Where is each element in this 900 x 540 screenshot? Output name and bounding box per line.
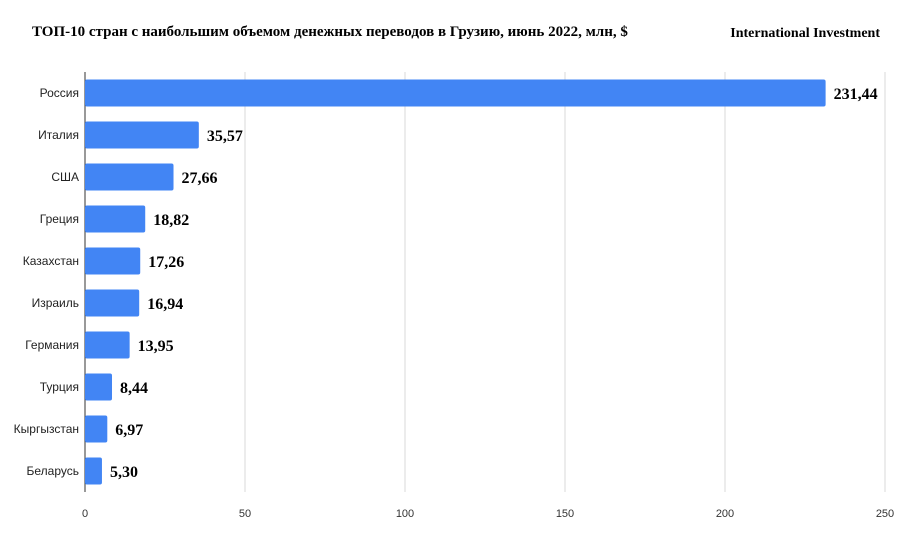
category-label: Израиль [32,296,79,310]
x-tick-label: 0 [82,508,88,520]
bar [85,457,102,485]
category-label: США [51,170,79,184]
bar [85,289,140,317]
category-label: Казахстан [23,254,79,268]
bar [85,415,108,443]
x-tick-label: 150 [556,508,574,520]
bar [85,79,826,107]
category-label: Германия [25,338,79,352]
data-label: 13,95 [138,338,174,355]
category-label: Турция [40,380,79,394]
chart-title: ТОП-10 стран с наибольшим объемом денежн… [32,24,628,40]
category-label: Италия [38,128,79,142]
bar [85,205,146,233]
data-label: 6,97 [115,422,143,439]
category-label: Беларусь [27,464,79,478]
data-label: 5,30 [110,464,138,481]
data-label: 18,82 [153,212,189,229]
x-tick-label: 200 [716,508,734,520]
bar [85,163,174,191]
x-tick-label: 250 [876,508,894,520]
bar [85,373,113,401]
category-label: Кыргызстан [14,422,79,436]
bar [85,331,130,359]
data-label: 27,66 [182,170,218,187]
category-label: Греция [40,212,79,226]
category-label: Россия [40,86,79,100]
data-label: 16,94 [147,296,183,313]
data-label: 231,44 [834,86,878,103]
data-label: 35,57 [207,128,243,145]
x-tick-label: 100 [396,508,414,520]
source-label: International Investment [730,26,880,41]
x-tick-label: 50 [239,508,251,520]
data-label: 17,26 [148,254,184,271]
bar [85,247,141,275]
data-label: 8,44 [120,380,148,397]
bar [85,121,199,149]
